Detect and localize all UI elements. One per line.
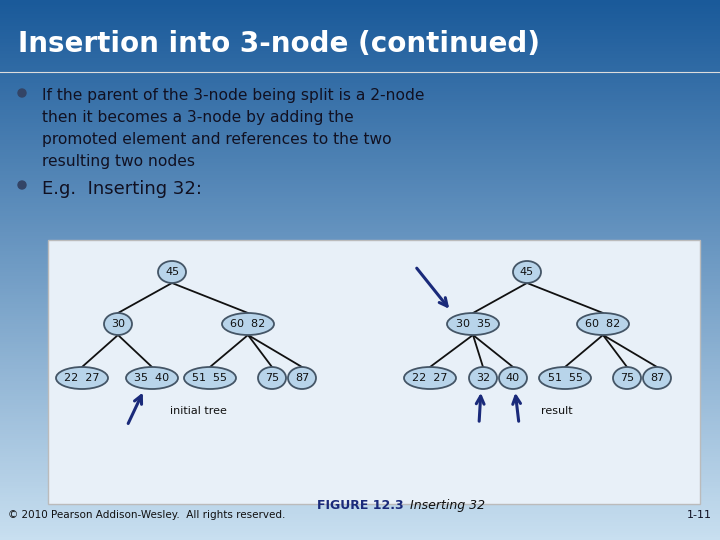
Text: 22  27: 22 27	[64, 373, 100, 383]
Text: Insertion into 3-node (continued): Insertion into 3-node (continued)	[18, 30, 540, 58]
Ellipse shape	[513, 261, 541, 283]
Ellipse shape	[158, 261, 186, 283]
Ellipse shape	[104, 313, 132, 335]
Text: FIGURE 12.3: FIGURE 12.3	[317, 499, 403, 512]
Text: 45: 45	[520, 267, 534, 277]
Ellipse shape	[539, 367, 591, 389]
Text: 51  55: 51 55	[547, 373, 582, 383]
Text: 30: 30	[111, 319, 125, 329]
Text: resulting two nodes: resulting two nodes	[42, 154, 195, 169]
FancyBboxPatch shape	[48, 240, 700, 504]
Ellipse shape	[447, 313, 499, 335]
Ellipse shape	[469, 367, 497, 389]
Text: 45: 45	[165, 267, 179, 277]
Text: 87: 87	[295, 373, 309, 383]
Text: 87: 87	[650, 373, 664, 383]
Ellipse shape	[613, 367, 641, 389]
Text: If the parent of the 3-node being split is a 2-node: If the parent of the 3-node being split …	[42, 88, 425, 103]
Text: Inserting 32: Inserting 32	[402, 499, 485, 512]
Ellipse shape	[577, 313, 629, 335]
Text: 30  35: 30 35	[456, 319, 490, 329]
Ellipse shape	[643, 367, 671, 389]
Text: promoted element and references to the two: promoted element and references to the t…	[42, 132, 392, 147]
Text: 75: 75	[265, 373, 279, 383]
Ellipse shape	[404, 367, 456, 389]
Ellipse shape	[258, 367, 286, 389]
Text: then it becomes a 3-node by adding the: then it becomes a 3-node by adding the	[42, 110, 354, 125]
Ellipse shape	[56, 367, 108, 389]
Text: 60  82: 60 82	[230, 319, 266, 329]
Text: 51  55: 51 55	[192, 373, 228, 383]
Ellipse shape	[499, 367, 527, 389]
Ellipse shape	[222, 313, 274, 335]
Text: 60  82: 60 82	[585, 319, 621, 329]
Text: 1-11: 1-11	[687, 510, 712, 520]
Text: 32: 32	[476, 373, 490, 383]
Ellipse shape	[126, 367, 178, 389]
Text: 35  40: 35 40	[135, 373, 170, 383]
Text: initial tree: initial tree	[170, 406, 227, 416]
Circle shape	[18, 181, 26, 189]
Text: 22  27: 22 27	[413, 373, 448, 383]
Text: © 2010 Pearson Addison-Wesley.  All rights reserved.: © 2010 Pearson Addison-Wesley. All right…	[8, 510, 285, 520]
Text: 75: 75	[620, 373, 634, 383]
Ellipse shape	[184, 367, 236, 389]
Ellipse shape	[288, 367, 316, 389]
Text: E.g.  Inserting 32:: E.g. Inserting 32:	[42, 180, 202, 198]
Circle shape	[18, 89, 26, 97]
Text: 40: 40	[506, 373, 520, 383]
Text: result: result	[541, 406, 572, 416]
